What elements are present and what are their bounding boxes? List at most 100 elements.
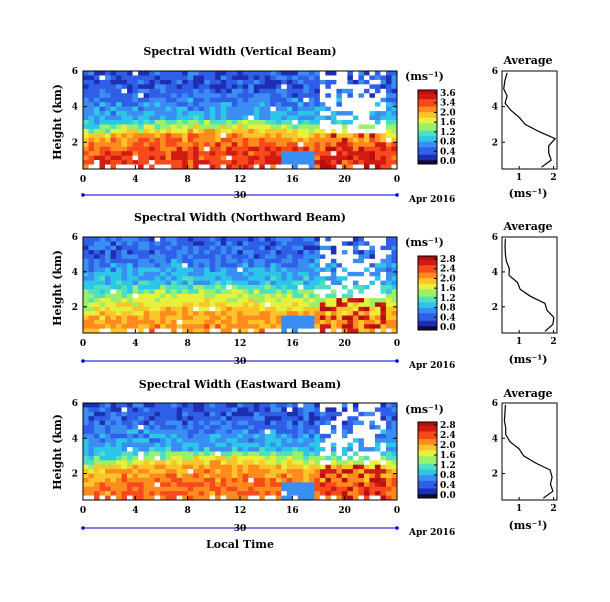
heatmap-cell [325,280,332,286]
heatmap-cell [330,164,337,170]
heatmap-cell [127,111,133,116]
heatmap-cell [292,447,299,452]
heatmap-cell [363,146,370,152]
heatmap-cell [193,293,199,299]
heatmap-cell [347,137,354,143]
heatmap-cell [297,271,304,277]
heatmap-cell [358,473,365,479]
heatmap-cell [292,482,299,488]
heatmap-cell [182,285,188,290]
heatmap-cell [275,115,282,121]
heatmap-cell [248,102,255,107]
heatmap-cell [209,407,216,413]
heatmap-cell [363,315,370,321]
heatmap-cell [220,93,227,99]
colorbar-swatch [418,259,437,262]
heatmap-cell [308,442,315,448]
heatmap-cell [336,306,343,312]
colorbar-swatch [418,123,437,126]
heatmap-cell [209,477,216,483]
heatmap-cell [391,254,398,260]
heatmap-cell [330,438,337,443]
heatmap-cell [330,315,337,321]
heatmap-cell [105,315,111,321]
heatmap-cell [165,237,172,242]
heatmap-cell [259,128,266,134]
heatmap-cell [165,416,172,421]
heatmap-cell [110,477,117,483]
heatmap-cell [127,306,133,312]
heatmap-cell [341,315,348,321]
heatmap-cell [259,411,266,417]
heatmap-cell [352,137,359,143]
heatmap-cell [105,276,111,281]
heatmap-cell [325,250,332,255]
heatmap-cell [358,491,365,496]
heatmap-cell [325,160,332,165]
heatmap-cell [319,302,326,308]
heatmap-cell [286,491,293,496]
heatmap-cell [105,411,111,417]
heatmap-cell [231,420,238,426]
heatmap-cell [160,160,166,165]
heatmap-cell [248,237,255,242]
heatmap-cell [88,473,95,479]
heatmap-cell [303,263,310,268]
heatmap-cell [215,155,222,161]
heatmap-cell [242,151,249,156]
colorbar-tick-label: 0.8 [440,471,456,481]
heatmap-cell [292,133,299,139]
heatmap-cell [297,124,304,130]
heatmap-cell [330,151,337,156]
heatmap-cell [171,142,177,148]
heatmap-cell [369,75,376,81]
heatmap-cell [198,469,205,474]
heatmap-cell [209,97,216,103]
heatmap-cell [182,477,188,483]
heatmap-cell [127,311,133,316]
heatmap-cell [358,151,365,156]
heatmap-cell [281,75,288,81]
heatmap-cell [286,477,293,483]
heatmap-cell [259,151,266,156]
heatmap-cell [176,120,183,125]
heatmap-cell [215,289,222,295]
heatmap-cell [209,102,216,107]
heatmap-cell [149,280,155,286]
heatmap-cell [358,97,365,103]
heatmap-cell [270,75,277,81]
colorbar-swatch [418,304,437,307]
heatmap-cell [198,491,205,496]
heatmap-cell [187,151,194,156]
heatmap-cell [391,276,398,281]
colorbar-swatch [418,102,437,106]
heatmap-cell [165,285,172,290]
heatmap-cell [264,263,271,268]
heatmap-cell [154,486,161,492]
heatmap-cell [198,482,205,488]
heatmap-cell [226,319,233,325]
heatmap-cell [303,486,310,492]
heatmap-cell [182,128,188,134]
heatmap-cell [242,447,249,452]
heatmap-cell [325,464,332,470]
heatmap-cell [391,88,398,94]
heatmap-cell [121,482,128,488]
heatmap-cell [99,293,106,299]
heatmap-cell [121,416,128,421]
y-tick-label: 6 [72,67,78,77]
heatmap-cell [363,438,370,443]
heatmap-cell [292,425,299,430]
heatmap-cell [127,285,133,290]
heatmap-cell [132,469,139,474]
heatmap-cell [270,293,277,299]
heatmap-cell [297,106,304,112]
heatmap-cell [165,106,172,112]
heatmap-cell [369,486,376,492]
heatmap-cell [297,267,304,273]
heatmap-cell [116,433,122,439]
heatmap-cell [204,460,210,466]
heatmap-cell [253,429,260,435]
heatmap-cell [138,477,144,483]
heatmap-cell [99,425,106,430]
